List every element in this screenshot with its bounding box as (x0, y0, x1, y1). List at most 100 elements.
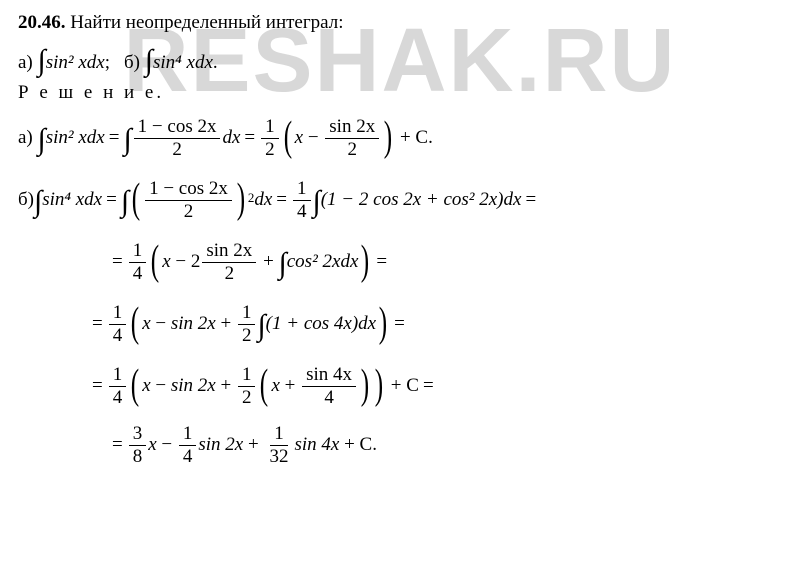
paren-close-icon: ) (379, 299, 387, 347)
equals: = (92, 313, 103, 335)
part-a-integrand: sin² xdx (46, 52, 105, 73)
plus-c: + C. (395, 127, 433, 149)
den: 4 (129, 263, 147, 284)
paren-close-icon: ) (361, 361, 369, 409)
plus-c: + C (344, 434, 372, 456)
semicolon: ; (105, 52, 110, 73)
paren-open-icon: ( (151, 237, 159, 285)
den: 8 (129, 446, 147, 467)
num: 1 (129, 241, 147, 263)
fraction: 1 4 (179, 424, 197, 467)
problem-title: 20.46. Найти неопределенный интеграл: (18, 12, 782, 34)
den: 32 (265, 446, 292, 467)
den: 2 (238, 387, 256, 408)
num: 3 (129, 424, 147, 446)
x: x (271, 375, 279, 397)
equals: = (106, 189, 117, 211)
expr: (1 + cos 4x)dx (266, 313, 376, 335)
solution-b-line4: = 1 4 ( x − sin 2x + 1 2 ( x + sin 4x 4 … (18, 362, 782, 410)
den: 2 (261, 139, 279, 160)
sin4x: sin⁴ xdx (42, 189, 102, 211)
problem-prompt: Найти неопределенный интеграл: (70, 12, 343, 33)
minus: − (155, 375, 166, 397)
num: sin 2x (325, 117, 379, 139)
den: 2 (180, 201, 198, 222)
paren-close-icon: ) (384, 113, 392, 161)
pc: + C (400, 127, 428, 148)
integral-icon: ∫ (145, 44, 153, 77)
equals: = (244, 127, 255, 149)
part-b-label: б) (18, 189, 34, 211)
num: 1 − cos 2x (134, 117, 221, 139)
den: 4 (320, 387, 338, 408)
equals: = (109, 127, 120, 149)
minus: − (175, 251, 186, 273)
paren-close-icon: ) (237, 175, 245, 223)
integral-icon: ∫ (121, 185, 129, 219)
period: . (428, 127, 433, 148)
equals: = (112, 434, 123, 456)
cos22x: cos² 2xdx (287, 251, 359, 273)
part-a: а) ∫sin² xdx; (18, 42, 110, 76)
minus: − (308, 127, 319, 149)
num: 1 (238, 365, 256, 387)
plus-c: + C (391, 375, 419, 397)
den: 4 (179, 446, 197, 467)
solution-a-line: а) ∫sin² xdx = ∫ 1 − cos 2x 2 dx = 1 2 (… (18, 114, 782, 162)
solution-b-line1: б) ∫sin⁴ xdx = ∫ ( 1 − cos 2x 2 )2 dx = … (18, 176, 782, 224)
den: 4 (109, 325, 127, 346)
period: . (372, 434, 377, 456)
paren-close-icon: ) (375, 361, 383, 409)
part-b: б) ∫sin⁴ xdx. (124, 42, 218, 76)
num: 1 (270, 424, 288, 446)
part-b-integrand: sin⁴ xdx (153, 52, 213, 73)
integral-icon: ∫ (34, 185, 42, 219)
num: 1 (293, 179, 311, 201)
den: 2 (221, 263, 239, 284)
integral-icon: ∫ (38, 123, 46, 157)
fraction: 1 32 (265, 424, 292, 467)
minus: − (155, 313, 166, 335)
fraction: 1 − cos 2x 2 (134, 117, 221, 160)
dx: dx (254, 189, 272, 211)
num: 1 (261, 117, 279, 139)
den: 2 (168, 139, 186, 160)
fraction: 1 − cos 2x 2 (145, 179, 232, 222)
fraction: 1 2 (238, 365, 256, 408)
equals: = (276, 189, 287, 211)
solution-b-line3: = 1 4 ( x − sin 2x + 1 2 ∫(1 + cos 4x)dx… (18, 300, 782, 348)
equals: = (92, 375, 103, 397)
num: 1 (109, 303, 127, 325)
part-a-label: а) (18, 52, 33, 73)
problem-number: 20.46. (18, 12, 66, 33)
solution-heading: Р е ш е н и е. (18, 82, 782, 104)
integral-icon: ∫ (38, 44, 46, 77)
dx: dx (222, 127, 240, 149)
x: x (142, 375, 150, 397)
integral-icon: ∫ (279, 247, 287, 281)
main-content: 20.46. Найти неопределенный интеграл: а)… (18, 12, 782, 467)
integral-icon: ∫ (313, 185, 321, 219)
integral-icon: ∫ (123, 123, 131, 157)
equals: = (376, 251, 387, 273)
num: 1 − cos 2x (145, 179, 232, 201)
fraction: 3 8 (129, 424, 147, 467)
x: x (162, 251, 170, 273)
part-a-label: а) (18, 127, 33, 149)
equals: = (394, 313, 405, 335)
fraction: 1 2 (261, 117, 279, 160)
fraction: 1 4 (109, 303, 127, 346)
paren-open-icon: ( (131, 299, 139, 347)
den: 4 (293, 201, 311, 222)
equals: = (112, 251, 123, 273)
exp-2: 2 (248, 190, 255, 206)
paren-open-icon: ( (132, 175, 140, 223)
problem-parts-line: а) ∫sin² xdx; б) ∫sin⁴ xdx. (18, 42, 782, 76)
num: sin 4x (302, 365, 356, 387)
sin2x: sin 2x (171, 375, 216, 397)
sin2x: sin 2x (171, 313, 216, 335)
num: 1 (179, 424, 197, 446)
solution-b-line2: = 1 4 ( x − 2 sin 2x 2 + ∫cos² 2xdx ) = (18, 238, 782, 286)
den: 2 (238, 325, 256, 346)
den: 4 (109, 387, 127, 408)
